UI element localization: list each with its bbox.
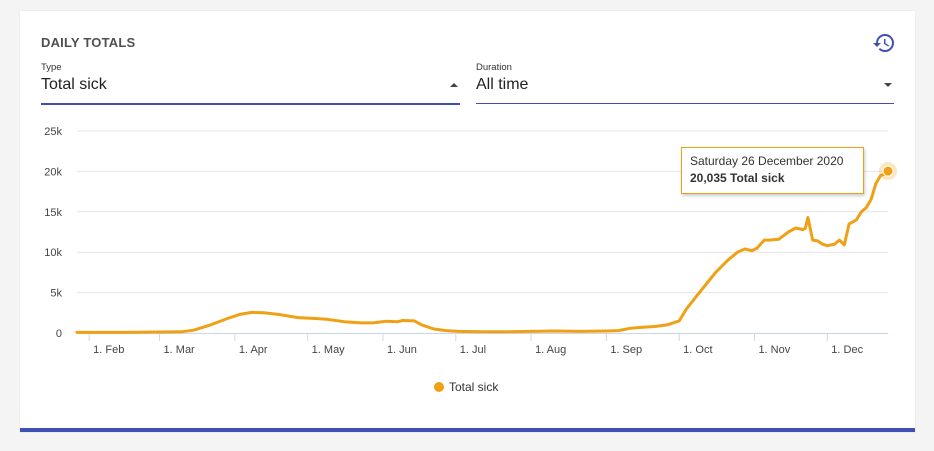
- x-tick-label: 1. Sep: [610, 344, 642, 356]
- hover-marker: [879, 162, 897, 181]
- duration-label: Duration: [476, 62, 512, 73]
- daily-totals-card: DAILY TOTALS Type Total sick Duration Al…: [20, 11, 915, 432]
- x-tick-label: 1. Apr: [239, 344, 268, 356]
- caret-down-icon: [884, 83, 892, 87]
- tooltip-date: Saturday 26 December 2020: [690, 154, 844, 168]
- x-tick-label: 1. Dec: [831, 344, 863, 356]
- type-value: Total sick: [41, 76, 107, 93]
- y-tick-label: 5k: [50, 288, 62, 300]
- duration-select[interactable]: Duration All time: [476, 61, 894, 104]
- x-tick-label: 1. Oct: [683, 344, 712, 356]
- series-line-total-sick: [75, 169, 890, 334]
- y-tick-label: 25k: [44, 126, 62, 138]
- y-tick-label: 10k: [44, 247, 62, 259]
- chart-legend[interactable]: Total sick: [434, 380, 498, 394]
- legend-dot-icon: [434, 382, 444, 392]
- x-tick-label: 1. May: [312, 344, 346, 356]
- type-label: Type: [41, 62, 62, 73]
- y-tick-label: 20k: [44, 166, 62, 178]
- x-tick-label: 1. Nov: [758, 344, 790, 356]
- duration-value: All time: [476, 76, 529, 93]
- legend-label-total-sick: Total sick: [449, 380, 499, 394]
- y-axis-ticks: 0 5k 10k 15k 20k 25k: [44, 126, 62, 340]
- type-select[interactable]: Type Total sick: [41, 61, 460, 105]
- y-tick-label: 15k: [44, 207, 62, 219]
- data-point-last: [882, 165, 894, 177]
- y-tick-label: 0: [56, 328, 62, 340]
- chart-tooltip: Saturday 26 December 2020 20,035 Total s…: [681, 147, 864, 194]
- card-title: DAILY TOTALS: [41, 35, 136, 50]
- x-tick-label: 1. Aug: [535, 344, 566, 356]
- x-tick-label: 1. Mar: [164, 344, 196, 356]
- x-tick-label: 1. Feb: [93, 344, 124, 356]
- history-icon[interactable]: [872, 31, 896, 55]
- x-tick-label: 1. Jun: [387, 344, 417, 356]
- tooltip-value: 20,035 Total sick: [690, 171, 785, 185]
- x-tick-label: 1. Jul: [460, 344, 486, 356]
- caret-up-icon: [450, 83, 458, 87]
- line-chart: 0 5k 10k 15k 20k 25k 1. Feb 1. Mar 1. Apr 1. May…: [44, 126, 897, 356]
- x-axis-ticks: 1. Feb 1. Mar 1. Apr 1. May 1. Jun 1. Jul 1. A…: [88, 333, 864, 356]
